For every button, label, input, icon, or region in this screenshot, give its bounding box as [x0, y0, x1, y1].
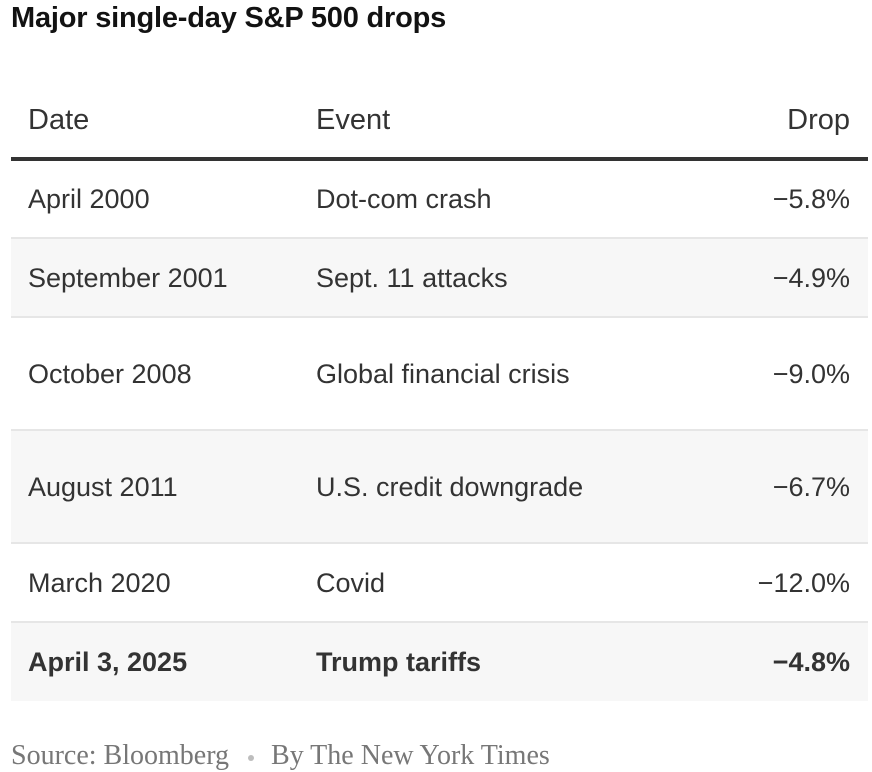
column-header-event: Event	[316, 84, 616, 161]
table-header-row: Date Event Drop	[11, 84, 868, 161]
row-drop: −6.7%	[616, 430, 868, 544]
table-row: August 2011 U.S. credit downgrade −6.7%	[11, 430, 868, 544]
row-date: October 2008	[11, 317, 316, 431]
row-drop: −4.8%	[616, 622, 868, 701]
drops-table-container: Date Event Drop April 2000 Dot-com crash…	[11, 84, 868, 701]
row-event: Global financial crisis	[316, 317, 616, 431]
row-date: April 2000	[11, 159, 316, 239]
column-header-drop: Drop	[616, 84, 868, 161]
chart-title: Major single-day S&P 500 drops	[11, 2, 447, 34]
row-event: Trump tariffs	[316, 622, 616, 701]
table-row-highlighted: April 3, 2025 Trump tariffs −4.8%	[11, 622, 868, 701]
row-drop: −12.0%	[616, 543, 868, 623]
row-event: U.S. credit downgrade	[316, 430, 616, 544]
table-row: September 2001 Sept. 11 attacks −4.9%	[11, 238, 868, 318]
row-drop: −4.9%	[616, 238, 868, 318]
separator-dot-icon	[248, 754, 255, 761]
drops-table: Date Event Drop April 2000 Dot-com crash…	[11, 84, 868, 701]
column-header-date: Date	[11, 84, 316, 161]
row-date: September 2001	[11, 238, 316, 318]
row-drop: −5.8%	[616, 159, 868, 239]
table-row: October 2008 Global financial crisis −9.…	[11, 317, 868, 431]
row-event: Sept. 11 attacks	[316, 238, 616, 318]
row-date: August 2011	[11, 430, 316, 544]
source-credit: Source: Bloomberg	[11, 740, 230, 771]
row-date: March 2020	[11, 543, 316, 623]
row-event: Covid	[316, 543, 616, 623]
row-date: April 3, 2025	[11, 622, 316, 701]
row-drop: −9.0%	[616, 317, 868, 431]
table-row: April 2000 Dot-com crash −5.8%	[11, 159, 868, 239]
row-event: Dot-com crash	[316, 159, 616, 239]
byline-credit: By The New York Times	[271, 740, 550, 771]
source-footer: Source: Bloomberg By The New York Times	[11, 740, 550, 772]
table-row: March 2020 Covid −12.0%	[11, 543, 868, 623]
